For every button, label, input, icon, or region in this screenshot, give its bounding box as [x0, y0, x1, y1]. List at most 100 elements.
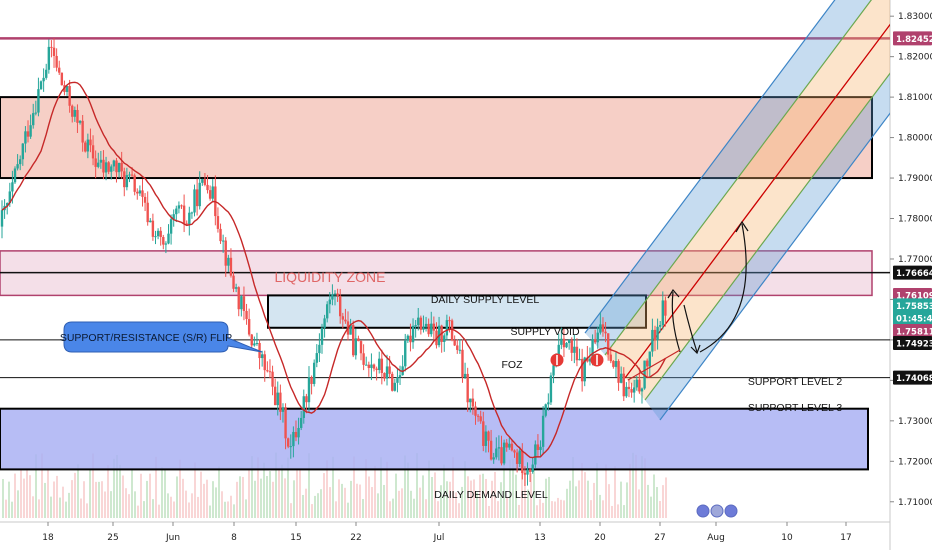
- candle-body: [146, 202, 149, 223]
- volume-bar: [572, 457, 574, 518]
- channel-line-bottom: [659, 112, 890, 421]
- economic-event-icon: [696, 504, 710, 518]
- candle-body: [250, 334, 253, 346]
- volume-bar: [179, 459, 181, 518]
- time-tick-label: 27: [654, 533, 665, 543]
- volume-bar: [218, 466, 220, 518]
- candle-body: [78, 120, 82, 123]
- volume-bar: [257, 457, 259, 518]
- volume-bar: [596, 463, 598, 518]
- volume-bar: [455, 492, 457, 518]
- volume-bar: [476, 492, 478, 518]
- candle-body: [474, 406, 477, 416]
- projection-arrow-down-head: [690, 344, 701, 355]
- price-tick-label: 1.81000: [898, 93, 932, 103]
- volume-bar: [407, 462, 409, 518]
- time-axis[interactable]: 18 25 Jun 8 15 22 Jul 13 20 27 Aug 10 17: [42, 522, 852, 543]
- price-badge: [893, 298, 932, 313]
- volume-bar: [611, 505, 613, 518]
- candle-body: [305, 396, 308, 403]
- candle-body: [601, 324, 605, 332]
- candle-body: [406, 335, 410, 341]
- daily-supply-label: DAILY SUPPLY LEVEL: [431, 294, 540, 306]
- candle-body: [414, 325, 417, 327]
- candle-body: [419, 317, 423, 330]
- volume-bar: [269, 471, 271, 518]
- volume-bar: [65, 501, 67, 518]
- candle-body: [237, 287, 240, 310]
- candle-body: [201, 179, 204, 183]
- volume-bar: [425, 499, 427, 518]
- candle-body: [99, 159, 103, 163]
- candle-body: [404, 340, 407, 367]
- liquidity-zone-label: LIQUIDITY ZONE: [275, 269, 386, 285]
- volume-bar: [131, 468, 133, 518]
- candle-body: [39, 81, 43, 90]
- candle-body: [430, 323, 433, 335]
- candle-body: [24, 131, 27, 144]
- candle-body: [575, 346, 579, 361]
- volume-bar: [641, 456, 643, 518]
- price-axis[interactable]: 1.83000 1.82000 1.81000 1.80000 1.79000 1.780…: [890, 12, 932, 508]
- volume-bar: [182, 478, 184, 518]
- candle-body: [273, 386, 277, 406]
- support-level-3-label: SUPPORT LEVEL 3: [748, 402, 843, 414]
- candle-body: [297, 427, 300, 438]
- candle-body: [123, 171, 126, 188]
- channel-band-lower: [645, 73, 890, 420]
- volume-bar: [122, 475, 124, 518]
- volume-bar: [584, 472, 586, 518]
- volume-bar: [386, 461, 388, 518]
- candle-body: [391, 373, 394, 391]
- volume-bar: [116, 455, 118, 518]
- candle-body: [396, 377, 399, 383]
- candle-body: [151, 220, 155, 237]
- volume-bar: [656, 487, 658, 518]
- candle-body: [388, 366, 391, 374]
- candle-body: [253, 343, 256, 346]
- candle-body: [508, 443, 511, 448]
- candle-body: [284, 407, 287, 439]
- volume-bar: [473, 479, 475, 518]
- volume-bar: [44, 482, 46, 518]
- price-tick-label: 1.71000: [898, 498, 932, 508]
- volume-bar: [167, 493, 169, 518]
- candle-body: [521, 450, 524, 474]
- candle-body: [518, 450, 521, 464]
- candle-body: [479, 416, 482, 422]
- candle-body: [19, 159, 22, 165]
- volume-bar: [587, 480, 589, 518]
- candle-body: [362, 353, 365, 365]
- volume-bar: [533, 468, 535, 518]
- candle-body: [539, 446, 542, 450]
- candle-body: [281, 407, 285, 412]
- volume-bar: [341, 483, 343, 518]
- candle-body: [190, 212, 194, 214]
- candle-body: [375, 368, 378, 371]
- candle-body: [534, 444, 537, 465]
- volume-bar: [470, 480, 472, 518]
- volume-bar: [32, 496, 34, 518]
- candle-body: [42, 77, 45, 82]
- time-tick-label: 18: [42, 533, 54, 543]
- candle-body: [97, 162, 100, 167]
- volume-bar: [86, 503, 88, 518]
- candle-body: [513, 450, 516, 453]
- candle-body: [622, 373, 625, 397]
- candle-body: [573, 346, 576, 353]
- volume-bar: [431, 476, 433, 518]
- candle-body: [71, 105, 74, 117]
- channel-median-line: [624, 23, 890, 379]
- candle-body: [16, 164, 19, 169]
- volume-bar: [209, 505, 211, 518]
- volume-bar: [272, 481, 274, 518]
- candle-body: [29, 125, 32, 137]
- candle-body: [65, 86, 69, 92]
- volume-bar: [635, 454, 637, 518]
- candle-body: [422, 327, 425, 330]
- candle-body: [115, 160, 118, 173]
- candle-body: [398, 375, 402, 378]
- candle-body: [159, 230, 162, 238]
- volume-bar: [56, 475, 58, 518]
- candle-body: [102, 159, 105, 173]
